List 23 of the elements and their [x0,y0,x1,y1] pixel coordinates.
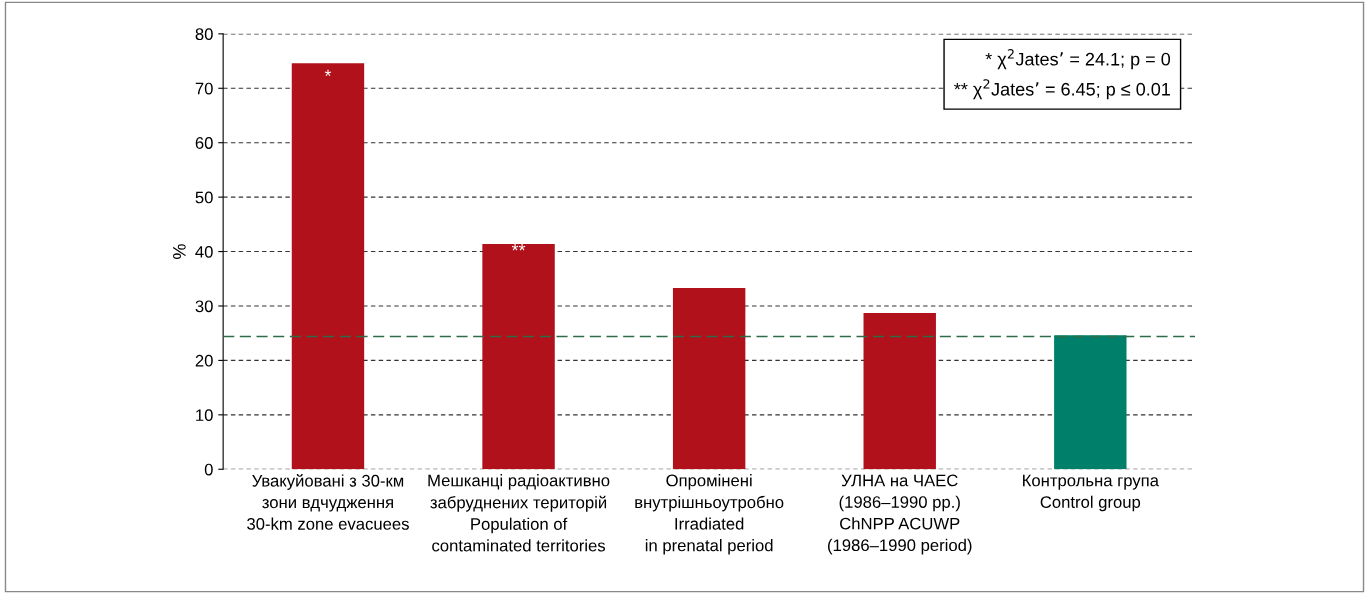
x-tick-label: УЛНА на ЧАЕС (1986–1990 рр.) ChNPP ACUWP (1986–1990 period) [828,474,972,555]
x-tick-label: Мешканці радіоактивно забруднених територій Population of contaminated territories [428,474,610,552]
y-tick-label: 40 [195,245,213,258]
y-tick-label: 20 [195,354,213,367]
y-tick-label: 30 [195,300,213,313]
y-tick-label: 60 [195,137,213,149]
bar [482,243,555,470]
y-tick-label: 80 [195,28,213,41]
y-tick-label: 50 [195,191,213,204]
bar [672,288,746,470]
x-tick-label: Опромінені внутрішньоутробно Irradiated in prenatal period [635,474,784,555]
text: * χ$^{2}$Jates’ = 24.1; p = 0 ** χ$^{2}$Jates’ = 6.45; p ≤ 0.01 [954,49,1171,100]
bar [291,63,365,470]
bar [1054,335,1127,470]
y-tick-label: 0 [204,463,213,476]
x-tick-label: Контрольна група Control group [1023,474,1159,512]
y-axis-title: % [173,244,186,259]
x-tick-label: Увакуйовані з 30-км зони вдчудження 30-km zone evacuees [247,474,409,530]
y-tick-label: 70 [195,82,213,95]
bar [863,313,936,470]
annotation: ** [511,244,526,251]
y-tick-label: 10 [196,409,213,422]
annotation: * [324,69,332,77]
